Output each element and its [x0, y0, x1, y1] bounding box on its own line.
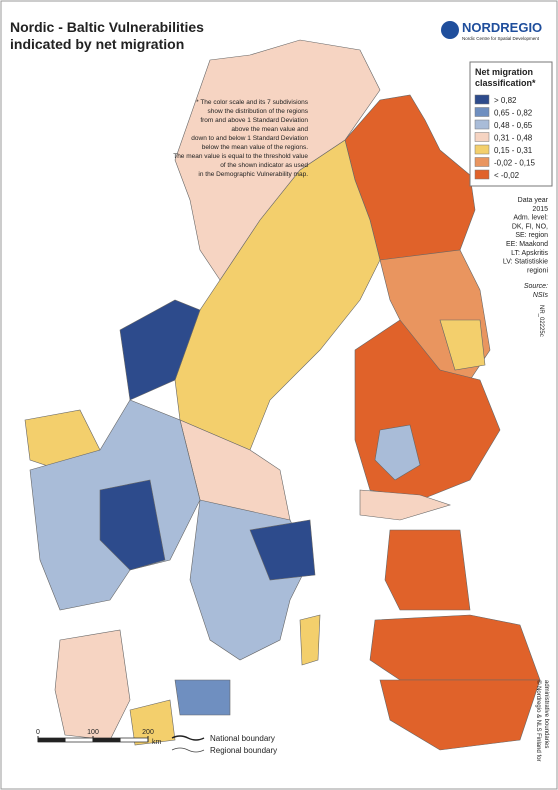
scale-label: 200: [142, 729, 154, 736]
scale-bar: 0 100 200 km: [36, 729, 161, 746]
region: [119, 299, 201, 401]
legend-swatch: [474, 119, 490, 130]
region: [174, 39, 381, 281]
legend-label: > 0,82: [494, 96, 517, 105]
source-label: Source:: [524, 283, 548, 290]
logo: NORDREGIO Nordic Centre for Spatial Deve…: [441, 20, 542, 41]
region: [359, 489, 451, 521]
legend-swatch: [474, 94, 490, 105]
legend-title: Net migration: [475, 67, 533, 77]
info-line: SE: region: [515, 232, 548, 239]
regional-boundary-symbol: [171, 747, 205, 753]
legend-swatch: [474, 169, 490, 180]
region: [129, 699, 176, 746]
logo-tagline: Nordic Centre for Spatial Development: [462, 36, 540, 41]
note-line: down to and below 1 Standard Deviation: [191, 135, 308, 142]
note: * The color scale and its 7 subdivisions…: [173, 99, 309, 178]
note-line: from and above 1 Standard Deviation: [200, 117, 308, 124]
credit: administrative boundaries: [543, 680, 549, 748]
legend-label: 0,65 - 0,82: [494, 109, 533, 118]
region: [99, 479, 166, 571]
legend: > 0,82 0,65 - 0,82 0,48 - 0,65 0,31 - 0,48 0…: [474, 94, 535, 180]
scale-label: 100: [87, 729, 99, 736]
info-line: 2015: [532, 206, 548, 213]
boundary-legend: National boundary Regional boundary: [171, 734, 277, 755]
legend-label: 0,15 - 0,31: [494, 146, 533, 155]
info-line: Data year: [518, 197, 549, 204]
source-value: NSIs: [533, 292, 549, 299]
info-line: regioni: [527, 267, 548, 274]
legend-swatch: [474, 144, 490, 155]
credit: © Nordregio & NLS Finland for: [535, 680, 542, 761]
region: [379, 679, 541, 751]
info-line: LT: Apskritis: [511, 250, 548, 257]
note-line: in the Demographic Vulnerability map.: [198, 171, 308, 178]
logo-mark: [441, 21, 459, 39]
scale-label: 0: [36, 729, 40, 736]
boundary-label: National boundary: [210, 734, 275, 743]
legend-label: < -0,02: [494, 171, 520, 180]
info-line: Adm. level:: [513, 215, 548, 222]
info-line: EE: Maakond: [506, 241, 548, 248]
boundary-label: Regional boundary: [210, 746, 277, 755]
region: [369, 614, 541, 681]
scale-unit: km: [152, 739, 162, 746]
title: Nordic - Baltic Vulnerabilities indicate…: [10, 19, 204, 52]
note-line: show the distribution of the regions: [208, 108, 309, 115]
note-line: above the mean value and: [231, 126, 308, 133]
legend-swatch: [474, 157, 490, 167]
legend-label: 0,31 - 0,48: [494, 134, 533, 143]
region: [439, 319, 486, 371]
national-boundary-symbol: [171, 735, 205, 741]
legend-label: -0,02 - 0,15: [494, 159, 535, 168]
legend-swatch: [474, 107, 490, 117]
scale-bar-segment: [38, 738, 66, 742]
note-line: * The color scale and its 7 subdivisions: [196, 99, 309, 106]
note-line: The mean value is equal to the threshold…: [173, 153, 308, 160]
regions: [24, 39, 541, 751]
title-line: indicated by net migration: [10, 36, 184, 52]
region: [384, 529, 471, 611]
note-line: of the shown indicator as used: [220, 162, 308, 169]
legend-title: classification*: [475, 78, 536, 88]
legend-label: 0,48 - 0,65: [494, 121, 533, 130]
note-line: below the mean value of the regions.: [202, 144, 308, 151]
info: Data year 2015 Adm. level:DK, FI, NO, SE: r…: [503, 197, 549, 274]
region: [249, 519, 316, 581]
map-code: NR_02225c: [538, 305, 544, 337]
region: [299, 614, 321, 666]
scale-bar-segment: [93, 738, 121, 742]
title-line: Nordic - Baltic Vulnerabilities: [10, 19, 204, 35]
region: [174, 679, 231, 716]
logo-name: NORDREGIO: [462, 20, 542, 35]
region: [374, 424, 421, 481]
info-line: DK, FI, NO,: [512, 223, 548, 230]
info-line: LV: Statistiskie: [503, 259, 548, 266]
legend-swatch: [474, 132, 490, 142]
